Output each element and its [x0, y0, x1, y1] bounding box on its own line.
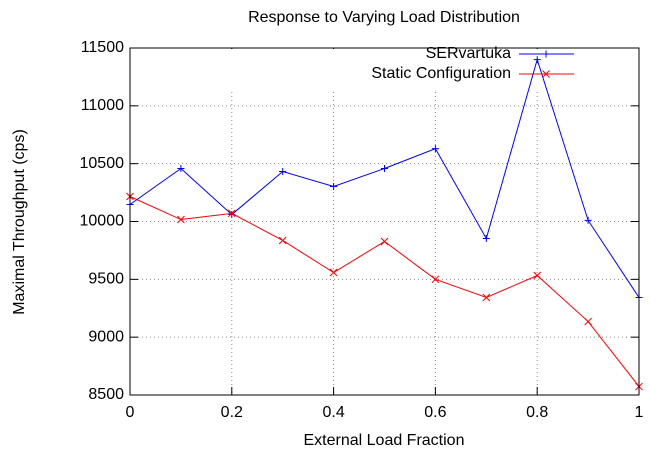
- series-line: [129, 57, 640, 298]
- point-marker: [431, 275, 440, 284]
- y-tick-label: 8500: [88, 386, 124, 403]
- legend-background: [200, 49, 638, 91]
- point-marker: [482, 235, 490, 243]
- y-tick-label: 10500: [80, 155, 125, 172]
- y-tick-label: 11000: [81, 97, 124, 114]
- point-marker: [329, 268, 338, 277]
- x-tick-label: 1: [635, 404, 644, 421]
- legend-label: Static Configuration: [371, 65, 511, 82]
- point-marker: [431, 145, 439, 153]
- point-marker: [482, 293, 491, 302]
- legend-label: SERvartuka: [426, 45, 511, 62]
- legend-marker: [542, 70, 550, 78]
- y-tick-label: 9000: [88, 328, 124, 345]
- point-marker: [330, 182, 338, 190]
- series-line: [129, 196, 640, 387]
- point-marker: [584, 317, 592, 326]
- point-marker: [227, 209, 236, 218]
- point-marker: [533, 56, 541, 64]
- x-tick-label: 0.6: [424, 404, 446, 421]
- point-marker: [584, 216, 592, 224]
- y-tick-label: 11500: [81, 39, 124, 56]
- point-marker: [380, 237, 389, 246]
- point-marker: [177, 215, 185, 224]
- point-marker: [381, 165, 388, 173]
- x-tick-label: 0.2: [221, 404, 243, 421]
- plot-frame: [129, 47, 640, 396]
- y-tick-label: 9500: [88, 271, 124, 288]
- y-axis-label: Maximal Throughput (cps): [11, 129, 28, 315]
- x-tick-label: 0.8: [526, 404, 548, 421]
- y-tick-label: 10000: [80, 213, 125, 230]
- point-marker: [279, 168, 287, 176]
- x-tick-label: 0: [126, 404, 135, 421]
- x-tick-label: 0.4: [322, 404, 344, 421]
- point-marker: [533, 271, 542, 280]
- point-marker: [278, 236, 287, 245]
- chart-title: Response to Varying Load Distribution: [248, 9, 520, 26]
- x-axis-label: External Load Fraction: [304, 432, 465, 449]
- legend-marker: [542, 50, 550, 58]
- point-marker: [177, 165, 185, 173]
